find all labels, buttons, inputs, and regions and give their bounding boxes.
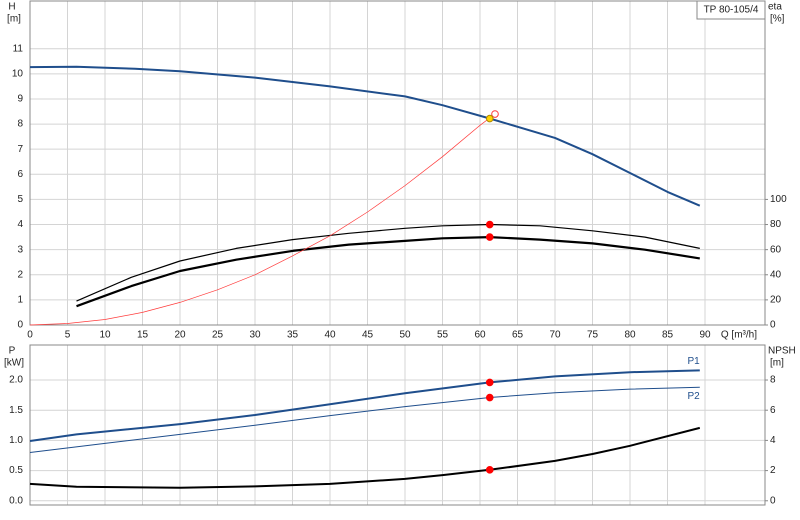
- series-label: P2: [688, 391, 701, 402]
- y2-axis-label: eta: [768, 2, 782, 13]
- curve: [29, 113, 496, 326]
- y-tick-label: 2.0: [9, 375, 23, 386]
- data-point: [485, 114, 494, 123]
- y2-tick-label: 8: [770, 375, 776, 386]
- y2-tick-label: 4: [770, 435, 776, 446]
- type-box: [696, 0, 766, 20]
- y-tick-label: 0: [17, 320, 23, 331]
- y-tick-label: 8: [17, 119, 23, 130]
- y-axis-label: P: [9, 346, 16, 357]
- plot-frame: [29, 344, 766, 506]
- curve: [76, 236, 700, 308]
- x-tick-label: 45: [362, 330, 374, 341]
- y-tick-label: 9: [17, 94, 23, 105]
- y2-axis-unit: [m]: [770, 358, 784, 369]
- x-axis-label: Q [m³/h]: [721, 330, 757, 341]
- y-tick-label: 10: [12, 68, 24, 79]
- data-point: [485, 233, 494, 241]
- y2-axis-unit: [%]: [770, 14, 785, 25]
- data-point: [485, 220, 494, 229]
- x-tick-label: 50: [399, 330, 411, 341]
- x-tick-label: 75: [587, 330, 599, 341]
- y-axis-unit: [kW]: [4, 358, 24, 369]
- data-point: [485, 466, 494, 474]
- x-tick-label: 40: [324, 330, 336, 341]
- y-tick-label: 11: [13, 43, 24, 54]
- plot-frame: [29, 0, 766, 326]
- x-tick-label: 20: [174, 330, 186, 341]
- y2-axis-label: NPSH: [768, 346, 796, 357]
- curve: [29, 65, 701, 207]
- x-tick-label: 90: [699, 330, 711, 341]
- x-tick-label: 85: [662, 330, 674, 341]
- data-point: [485, 393, 494, 402]
- y2-tick-label: 40: [770, 269, 782, 280]
- y2-tick-label: 20: [770, 295, 782, 306]
- y2-tick-label: 60: [770, 244, 782, 255]
- curve: [29, 386, 700, 453]
- x-tick-label: 70: [549, 330, 561, 341]
- x-tick-label: 5: [65, 330, 71, 341]
- x-tick-label: 65: [512, 330, 524, 341]
- curve: [29, 426, 701, 489]
- y-tick-label: 7: [17, 144, 23, 155]
- x-tick-label: 30: [249, 330, 261, 341]
- y-tick-label: 1.0: [9, 435, 23, 446]
- y2-tick-label: 100: [770, 194, 787, 205]
- x-tick-label: 10: [99, 330, 111, 341]
- y-tick-label: 1: [17, 295, 23, 306]
- y-tick-label: 4: [17, 219, 23, 230]
- y2-tick-label: 2: [770, 465, 776, 476]
- curve: [29, 369, 700, 442]
- x-tick-label: 60: [474, 330, 486, 341]
- y-tick-label: 5: [17, 194, 23, 205]
- x-tick-label: 15: [137, 330, 149, 341]
- x-tick-label: 80: [624, 330, 636, 341]
- y2-tick-label: 0: [770, 495, 776, 506]
- series-label: P1: [688, 356, 701, 367]
- curve: [76, 223, 700, 302]
- y-tick-label: 0.5: [9, 465, 23, 476]
- y-axis-label: H: [8, 2, 15, 13]
- data-point: [485, 378, 494, 387]
- y-axis-unit: [m]: [7, 14, 21, 25]
- y2-tick-label: 0: [770, 320, 776, 331]
- y-tick-label: 3: [17, 244, 23, 255]
- y2-tick-label: 6: [770, 405, 776, 416]
- type-label: TP 80-105/4: [704, 5, 759, 16]
- y-tick-label: 6: [17, 169, 23, 180]
- data-point: [491, 110, 499, 118]
- y-tick-label: 2: [17, 269, 23, 280]
- x-tick-label: 35: [287, 330, 299, 341]
- y-tick-label: 1.5: [9, 405, 23, 416]
- x-tick-label: 55: [437, 330, 449, 341]
- y-tick-label: 0.0: [9, 495, 23, 506]
- x-tick-label: 0: [27, 330, 33, 341]
- x-tick-label: 25: [212, 330, 224, 341]
- y2-tick-label: 80: [770, 219, 782, 230]
